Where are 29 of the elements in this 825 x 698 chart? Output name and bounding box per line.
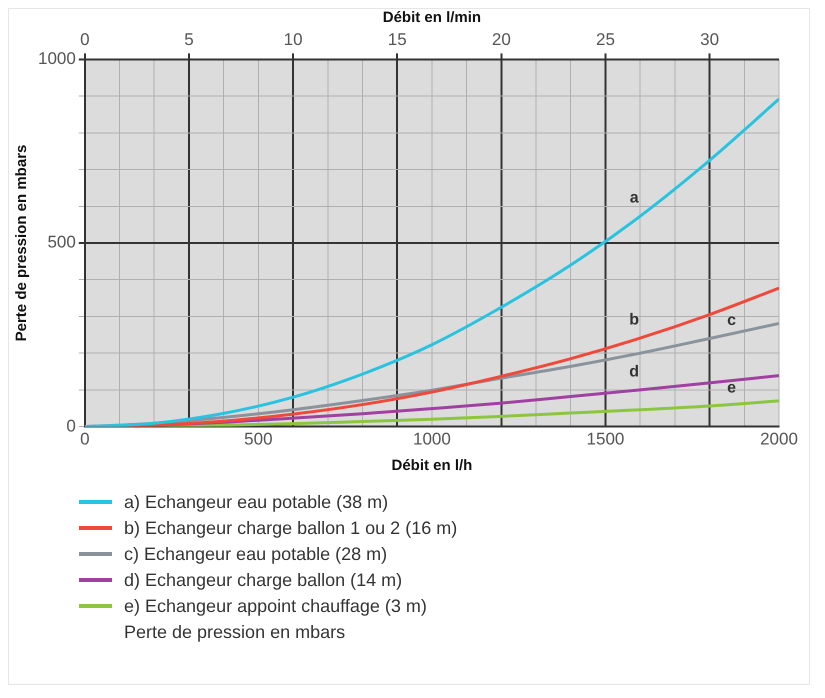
y-tick-label: 500 [47,232,76,252]
x2-tick-label: 30 [700,30,720,49]
x-tick-label: 0 [80,429,90,448]
x2-tick-label: 0 [80,30,90,49]
x2-tick-label: 25 [596,30,615,49]
legend-label: e) Echangeur appoint chauffage (3 m) [124,595,427,618]
legend-label: c) Echangeur eau potable (28 m) [124,543,388,566]
x-tick-label: 1500 [586,429,624,448]
x-tick-label: 500 [244,429,273,448]
annotation: c [727,312,736,329]
x-tick-label: 2000 [760,429,798,448]
annotation: b [629,312,640,329]
y-axis-title: Perte de pression en mbars [13,144,30,342]
x-axis-title: Débit en l/h [391,457,472,474]
x-tick-label: 1000 [412,429,451,448]
y-tick-label: 1000 [38,49,76,68]
legend-label: d) Echangeur charge ballon (14 m) [124,569,402,592]
legend-label: b) Echangeur charge ballon 1 ou 2 (16 m) [124,517,458,540]
x2-tick-label: 20 [492,30,511,49]
x2-tick-label: 5 [184,30,194,49]
x2-tick-label: 10 [284,30,303,49]
text: Perte de pression en mbars [123,621,346,644]
x2-axis-title: Débit en l/min [382,9,482,26]
x2-tick-label: 15 [388,30,407,49]
y-tick-label: 0 [66,416,76,436]
annotation: e [727,379,736,396]
annotation: a [630,190,639,207]
legend-label: a) Echangeur eau potable (38 m) [124,491,388,514]
annotation: d [629,363,640,380]
